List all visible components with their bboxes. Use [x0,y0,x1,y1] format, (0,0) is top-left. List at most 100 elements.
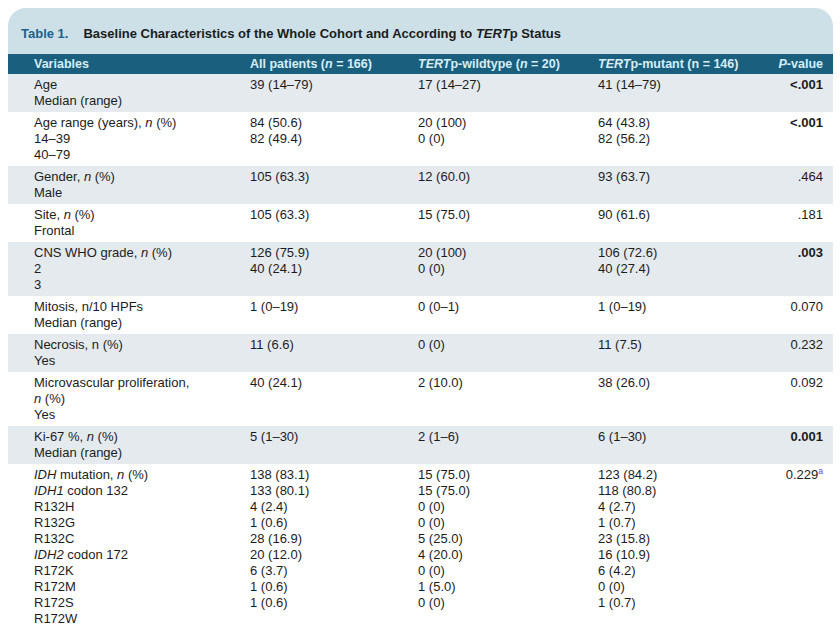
cell-wt: 2 (10.0) [418,375,598,423]
cell-p: .181 [739,207,823,239]
value-line: 28 (16.9) [250,531,418,547]
cell-label: Site, n (%)Frontal [34,207,250,239]
row-label-line: CNS WHO grade, n (%) [34,245,250,261]
value-line: 1 (0.6) [250,595,418,611]
p-value-line [739,445,823,461]
p-value-line [739,353,823,369]
cell-all: 11 (6.6) [250,337,418,369]
row-label-line: Age range (years), n (%) [34,115,250,131]
p-value-line [739,595,823,611]
row-label-line: Median (range) [34,93,250,109]
value-line [418,147,598,163]
table-row: Ki-67 %, n (%)Median (range)5 (1–30)2 (1… [8,426,833,464]
table-row: Age range (years), n (%)14–3940–7984 (50… [8,112,833,166]
value-line: 82 (49.4) [250,131,418,147]
table-body: AgeMedian (range)39 (14–79)17 (14–27)41 … [8,74,833,627]
row-label-line: Yes [34,353,250,369]
row-label-line: R132G [34,515,250,531]
value-line [250,391,418,407]
value-line: 5 (1–30) [250,429,418,445]
row-label-line: R172S [34,595,250,611]
cell-label: Gender, n (%)Male [34,169,250,201]
p-value-line [739,579,823,595]
value-line [250,277,418,293]
cell-label: Age range (years), n (%)14–3940–79 [34,115,250,163]
cell-wt: 17 (14–27) [418,77,598,109]
value-line: 15 (75.0) [418,467,598,483]
cell-p: <.001 [739,77,823,109]
value-line: 123 (84.2) [598,467,739,483]
row-label-line: R172K [34,563,250,579]
value-line: 105 (63.3) [250,207,418,223]
table-row: Gender, n (%)Male105 (63.3)12 (60.0)93 (… [8,166,833,204]
cell-label: Mitosis, n/10 HPFsMedian (range) [34,299,250,331]
p-value-line: 0.001 [739,429,823,445]
p-value-line: 0.092 [739,375,823,391]
row-label-line: Age [34,77,250,93]
cell-all: 40 (24.1) [250,375,418,423]
value-line: 126 (75.9) [250,245,418,261]
value-line: 6 (4.2) [598,563,739,579]
value-line: 40 (27.4) [598,261,739,277]
column-header-variables: Variables [34,57,250,71]
table-row: AgeMedian (range)39 (14–79)17 (14–27)41 … [8,74,833,112]
value-line [418,407,598,423]
value-line: 90 (61.6) [598,207,739,223]
cell-all: 138 (83.1)133 (80.1)4 (2.4)1 (0.6)28 (16… [250,467,418,627]
value-line [598,407,739,423]
cell-wt: 20 (100)0 (0) [418,115,598,163]
value-line: 16 (10.9) [598,547,739,563]
value-line [598,223,739,239]
value-line: 38 (26.0) [598,375,739,391]
value-line [418,353,598,369]
value-line: 1 (0.7) [598,515,739,531]
value-line: 4 (20.0) [418,547,598,563]
p-value-line [739,223,823,239]
cell-wt: 0 (0–1) [418,299,598,331]
value-line [250,407,418,423]
cell-wt: 20 (100)0 (0) [418,245,598,293]
p-value-line [739,547,823,563]
value-line [418,611,598,627]
table-caption-text: Baseline Characteristics of the Whole Co… [83,26,560,41]
value-line [418,93,598,109]
value-line: 105 (63.3) [250,169,418,185]
value-line: 84 (50.6) [250,115,418,131]
value-line: 133 (80.1) [250,483,418,499]
p-value-line: 0.229a [739,467,823,483]
value-line: 1 (0–19) [598,299,739,315]
value-line: 15 (75.0) [418,483,598,499]
value-line [250,93,418,109]
p-value-line: .003 [739,245,823,261]
value-line: 0 (0) [418,595,598,611]
cell-all: 126 (75.9)40 (24.1) [250,245,418,293]
value-line: 20 (12.0) [250,547,418,563]
cell-p: 0.232 [739,337,823,369]
p-value-line [739,531,823,547]
value-line: 1 (0–19) [250,299,418,315]
value-line: 0 (0) [418,261,598,277]
p-value-line [739,93,823,109]
value-line [598,611,739,627]
table-row: Microvascular proliferation,n (%)Yes40 (… [8,372,833,426]
cell-p: 0.001 [739,429,823,461]
value-line: 0 (0) [418,563,598,579]
p-value-line [739,611,823,627]
value-line: 11 (7.5) [598,337,739,353]
row-label-line: IDH1 codon 132 [34,483,250,499]
row-label-line: R172W [34,611,250,627]
value-line: 0 (0–1) [418,299,598,315]
cell-all: 105 (63.3) [250,169,418,201]
value-line [598,315,739,331]
cell-p: <.001 [739,115,823,163]
cell-mut: 64 (43.8)82 (56.2) [598,115,739,163]
footnote-marker-a[interactable]: a [818,466,823,476]
value-line: 4 (2.7) [598,499,739,515]
p-value-line [739,563,823,579]
cell-mut: 41 (14–79) [598,77,739,109]
value-line: 1 (0.6) [250,515,418,531]
cell-p: .003 [739,245,823,293]
value-line [250,223,418,239]
value-line: 138 (83.1) [250,467,418,483]
row-label-line: 40–79 [34,147,250,163]
